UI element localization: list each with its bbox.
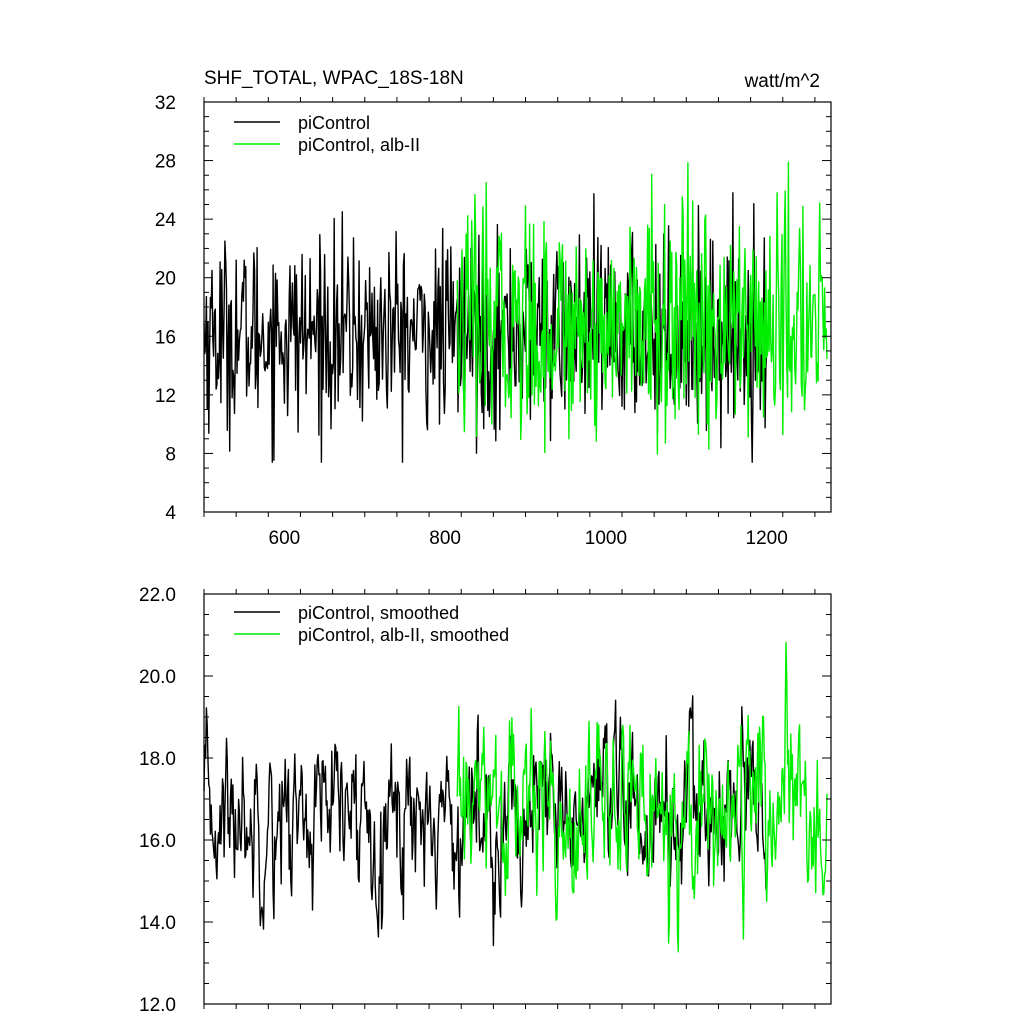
top-legend: piControl piControl, alb-II — [234, 113, 420, 155]
top-ytick-label: 24 — [155, 210, 177, 231]
top-ytick-label: 20 — [155, 269, 176, 290]
top-units: watt/m^2 — [744, 71, 820, 92]
bottom-panel: 12.0 14.0 16.0 18.0 20.0 22.0 piControl, smoo… — [139, 585, 832, 1016]
top-ytick-label: 16 — [155, 327, 176, 348]
top-legend-label-1: piControl, alb-II — [298, 135, 420, 155]
top-title: SHF_TOTAL, WPAC_18S-18N — [204, 68, 464, 89]
top-ytick-label: 4 — [165, 503, 176, 524]
top-xtick-label: 800 — [429, 528, 461, 549]
top-xtick-label: 600 — [269, 528, 301, 549]
top-panel: SHF_TOTAL, WPAC_18S-18N watt/m^2 600 800 1… — [155, 68, 832, 549]
top-ytick-label: 28 — [155, 152, 176, 173]
bottom-ticks-layer: 12.0 14.0 16.0 18.0 20.0 22.0 — [139, 585, 831, 1016]
top-ytick-label: 8 — [165, 444, 176, 465]
top-ytick-label: 32 — [155, 93, 176, 114]
top-legend-label-0: piControl — [298, 113, 370, 133]
top-series-layer — [203, 161, 828, 463]
bottom-ytick-label: 18.0 — [139, 749, 176, 770]
top-ytick-label: 12 — [155, 386, 176, 407]
bottom-ytick-label: 20.0 — [139, 667, 176, 688]
bottom-ytick-label: 16.0 — [139, 831, 176, 852]
top-series-1-line — [456, 161, 828, 455]
bottom-ytick-label: 22.0 — [139, 585, 176, 606]
bottom-legend-label-0: piControl, smoothed — [298, 603, 459, 623]
bottom-series-1-line — [456, 641, 828, 953]
top-ticks-layer: 600 800 1000 1200 4 8 12 16 20 24 28 32 — [155, 93, 831, 549]
bottom-ytick-label: 12.0 — [139, 995, 176, 1016]
bottom-legend-label-1: piControl, alb-II, smoothed — [298, 625, 509, 645]
top-xtick-label: 1000 — [585, 528, 627, 549]
bottom-series-layer — [203, 641, 828, 953]
bottom-ytick-label: 14.0 — [139, 913, 176, 934]
bottom-legend: piControl, smoothed piControl, alb-II, s… — [234, 603, 509, 645]
top-xtick-label: 1200 — [746, 528, 788, 549]
